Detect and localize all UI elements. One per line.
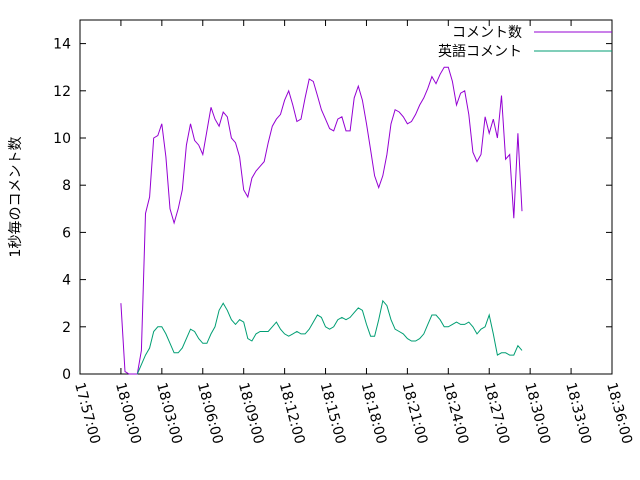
y-axis-ticks: 0 2 4 6 8 10 12 14 xyxy=(53,37,612,383)
y-tick-label: 2 xyxy=(62,320,71,336)
x-tick-label: 17:57:00 xyxy=(71,381,103,446)
x-tick-label: 18:06:00 xyxy=(194,381,226,446)
x-tick-label: 18:12:00 xyxy=(276,381,308,446)
y-tick-label: 10 xyxy=(53,131,71,147)
legend-label-1: コメント数 xyxy=(452,25,522,41)
x-tick-label: 18:30:00 xyxy=(521,381,553,446)
x-tick-label: 18:33:00 xyxy=(562,381,594,446)
legend-label-2: 英語コメント xyxy=(438,43,522,60)
x-tick-label: 18:03:00 xyxy=(153,381,185,446)
x-tick-label: 18:15:00 xyxy=(317,381,349,446)
y-tick-label: 12 xyxy=(53,84,71,100)
x-tick-label: 18:36:00 xyxy=(603,381,635,446)
x-tick-label: 18:27:00 xyxy=(480,381,512,446)
y-tick-label: 4 xyxy=(62,273,71,289)
plot-frame xyxy=(79,19,613,375)
y-axis-label: 1秒毎のコメント数 xyxy=(8,137,24,258)
x-tick-label: 18:21:00 xyxy=(399,381,431,446)
x-tick-label: 18:18:00 xyxy=(358,381,390,446)
x-tick-label: 18:09:00 xyxy=(235,381,267,446)
x-axis-ticks: 17:57:00 18:00:00 18:03:00 18:06:00 18:09:00… xyxy=(71,20,635,446)
y-tick-label: 8 xyxy=(62,178,71,194)
x-tick-label: 18:24:00 xyxy=(439,381,471,446)
series-line-1 xyxy=(120,66,523,375)
series-lines xyxy=(120,66,523,375)
plot-border xyxy=(79,19,613,375)
y-tick-label: 14 xyxy=(53,37,71,53)
series-line-2 xyxy=(136,299,523,375)
x-tick-label: 18:00:00 xyxy=(112,381,144,446)
y-tick-label: 6 xyxy=(62,225,71,241)
y-tick-label: 0 xyxy=(62,367,71,383)
